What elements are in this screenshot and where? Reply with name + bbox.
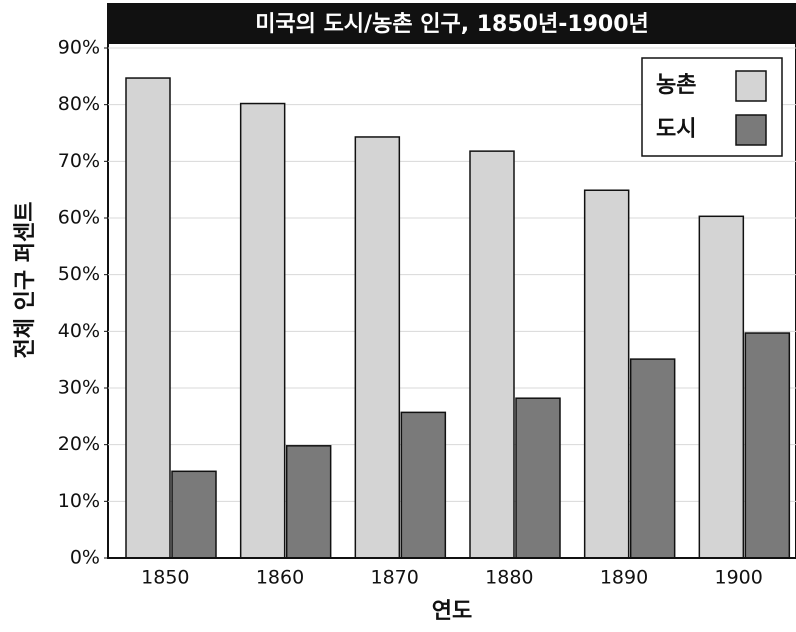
bar — [469, 150, 515, 559]
bar — [744, 332, 791, 559]
x-axis-label: 연도 — [432, 599, 472, 624]
bar — [285, 445, 332, 559]
bar — [400, 411, 447, 559]
y-tick-label: 90% — [58, 37, 100, 59]
bar — [698, 215, 745, 559]
bar — [629, 358, 676, 559]
bar — [583, 189, 630, 559]
chart-title: 미국의 도시/농촌 인구, 1850년-1900년 — [255, 12, 649, 37]
y-tick-label: 50% — [58, 263, 100, 285]
x-tick-label: 1870 — [370, 567, 418, 589]
x-tick-label: 1880 — [485, 567, 533, 589]
bar — [171, 470, 217, 559]
legend-swatch — [735, 114, 767, 146]
y-tick-label: 0% — [70, 547, 100, 569]
x-tick-label: 1900 — [714, 567, 762, 589]
y-tick-label: 80% — [58, 93, 100, 115]
legend-label: 도시 — [656, 117, 696, 142]
y-tick-label: 70% — [58, 150, 100, 172]
legend-label: 농촌 — [656, 73, 696, 98]
x-tick-label: 1890 — [600, 567, 648, 589]
y-tick-label: 20% — [58, 433, 100, 455]
y-tick-label: 30% — [58, 377, 100, 399]
y-axis-label: 전체 인구 퍼센트 — [13, 202, 38, 359]
x-tick-label: 1850 — [141, 567, 189, 589]
title-bar — [108, 4, 796, 44]
x-tick-label: 1860 — [256, 567, 304, 589]
y-tick-label: 40% — [58, 320, 100, 342]
bar — [125, 77, 171, 559]
y-tick-label: 60% — [58, 207, 100, 229]
bar — [515, 397, 561, 559]
legend-swatch — [735, 70, 767, 102]
y-tick-label: 10% — [58, 490, 100, 512]
bar — [354, 136, 401, 559]
bar — [239, 102, 286, 559]
